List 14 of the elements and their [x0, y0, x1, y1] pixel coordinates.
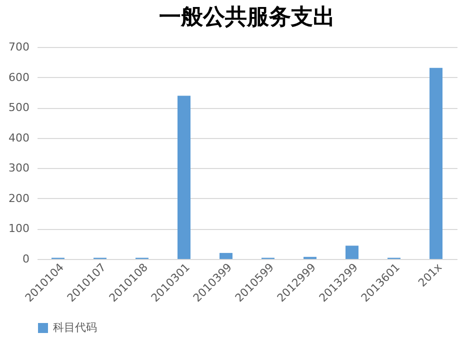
bar [178, 96, 190, 259]
y-tick-label: 0 [22, 252, 30, 266]
chart-title: 一般公共服务支出 [159, 5, 335, 30]
bar [430, 68, 442, 259]
legend-label: 科目代码 [53, 321, 97, 334]
bar [220, 252, 232, 259]
bar [346, 246, 358, 259]
y-tick-label: 500 [8, 101, 30, 114]
y-tick-label: 200 [8, 192, 30, 205]
y-tick-label: 300 [8, 162, 30, 175]
y-tick-label: 400 [8, 131, 30, 144]
y-tick-label: 100 [8, 222, 30, 236]
y-tick-label: 600 [8, 70, 30, 84]
y-tick-label: 700 [8, 40, 30, 54]
